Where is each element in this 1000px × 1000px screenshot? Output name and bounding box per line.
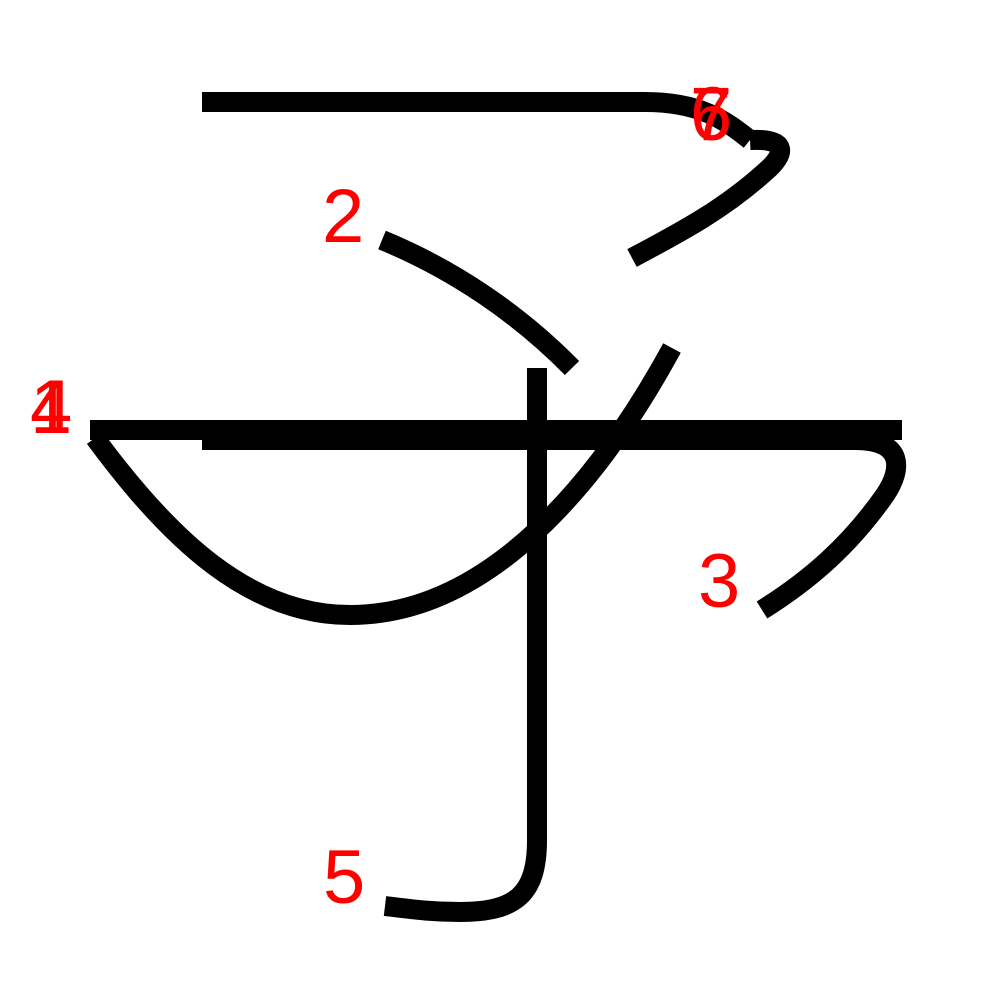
stroke-number-7: 7 [690, 72, 732, 157]
stroke-number-1: 1 [30, 365, 72, 450]
stroke-number-3: 3 [698, 539, 740, 624]
stroke-6 [86, 343, 681, 625]
stroke-number-2: 2 [322, 174, 364, 259]
stroke-3 [202, 430, 907, 619]
stroke-number-6: 6 [690, 72, 732, 157]
stroke-number-4: 4 [30, 365, 72, 450]
stroke-numbers: 1 2 3 4 5 6 7 [30, 72, 740, 920]
stroke-2 [378, 230, 580, 376]
strokes [86, 92, 907, 922]
stroke-5 [383, 368, 547, 922]
stroke-7 [627, 129, 790, 267]
stroke-number-5: 5 [323, 835, 365, 920]
stroke-1 [202, 92, 757, 148]
